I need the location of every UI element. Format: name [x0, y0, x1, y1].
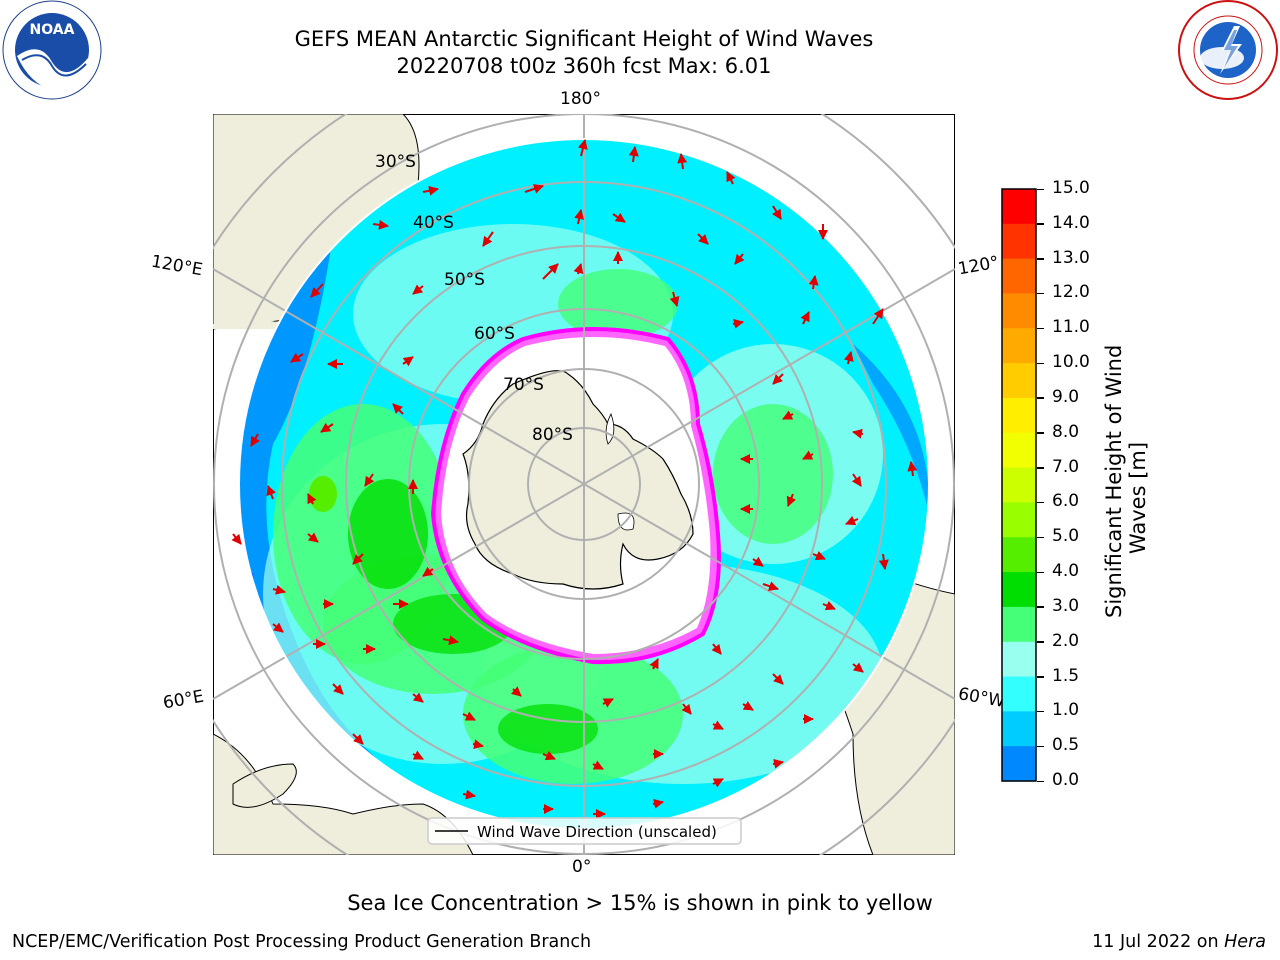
colorbar-tick-label: 8.0 — [1052, 421, 1080, 442]
colorbar-tick-label: 0.0 — [1052, 770, 1080, 790]
colorbar-tick-label: 10.0 — [1052, 352, 1090, 373]
colorbar-tick-mark — [1037, 223, 1044, 225]
label-60e: 60°E — [161, 686, 206, 714]
colorbar-segment — [1002, 711, 1036, 747]
colorbar-tick-mark — [1037, 641, 1044, 643]
label-70s: 70°S — [503, 375, 544, 395]
colorbar-tick-label: 7.0 — [1052, 456, 1080, 477]
colorbar-tick-label: 1.0 — [1052, 700, 1080, 721]
colorbar-tick-label: 4.0 — [1052, 561, 1080, 582]
sea-ice-note: Sea Ice Concentration > 15% is shown in … — [347, 891, 933, 915]
colorbar-tick-label: 0.5 — [1052, 735, 1080, 756]
footer-date: 11 Jul 2022 on Hera — [1092, 932, 1266, 952]
colorbar-tick-mark — [1037, 745, 1044, 748]
colorbar-segment — [1002, 189, 1036, 225]
colorbar-tick-mark — [1037, 467, 1044, 469]
colorbar-segment — [1002, 641, 1036, 678]
colorbar-tick-mark — [1037, 710, 1044, 713]
colorbar-segment — [1002, 606, 1036, 643]
colorbar-segment — [1002, 467, 1036, 504]
colorbar-tick-mark — [1037, 432, 1044, 434]
colorbar-segment — [1002, 746, 1036, 782]
colorbar-segment — [1002, 293, 1036, 329]
colorbar-tick-label: 12.0 — [1052, 282, 1090, 303]
graticule — [213, 114, 955, 855]
map-legend: Wind Wave Direction (unscaled) — [427, 817, 742, 845]
colorbar-tick-mark — [1037, 606, 1044, 608]
colorbar-segment — [1002, 258, 1036, 295]
polar-wave-map: Wind Wave Direction (unscaled) — [213, 114, 955, 855]
label-30s: 30°S — [375, 152, 416, 172]
colorbar-segment — [1002, 676, 1036, 712]
colorbar-tick-mark — [1037, 292, 1044, 295]
colorbar-tick-label: 1.5 — [1052, 665, 1080, 686]
label-60s: 60°S — [474, 324, 515, 344]
colorbar-tick-label: 5.0 — [1052, 526, 1080, 547]
label-40s: 40°S — [413, 213, 454, 233]
colorbar-tick-label: 2.0 — [1052, 630, 1080, 651]
colorbar-tick-mark — [1037, 571, 1044, 574]
label-50s: 50°S — [444, 270, 485, 290]
colorbar-tick-mark — [1037, 327, 1044, 330]
colorbar-tick-label: 9.0 — [1052, 386, 1080, 407]
colorbar-segment — [1002, 363, 1036, 399]
map-title: GEFS MEAN Antarctic Significant Height o… — [294, 27, 874, 51]
colorbar-title-line1: Significant Height of Wind — [1102, 344, 1126, 618]
label-80s: 80°S — [532, 425, 573, 445]
colorbar-title: Significant Height of Wind Waves [m] — [1102, 344, 1150, 618]
colorbar-tick-label: 13.0 — [1052, 247, 1090, 268]
colorbar-segment — [1002, 572, 1036, 608]
colorbar-tick-mark — [1037, 501, 1044, 504]
colorbar-tick-mark — [1037, 397, 1044, 399]
label-0: 0° — [572, 857, 592, 877]
colorbar-tick-mark — [1037, 362, 1044, 365]
colorbar-title-line2: Waves [m] — [1126, 441, 1150, 555]
colorbar-tick-label: 15.0 — [1052, 178, 1090, 198]
colorbar — [1001, 188, 1037, 782]
colorbar-segment — [1002, 537, 1036, 573]
label-120e: 120°E — [149, 251, 205, 281]
colorbar-tick-mark — [1037, 536, 1044, 539]
noaa-logo-icon: NOAA — [2, 0, 102, 100]
colorbar-tick-label: 6.0 — [1052, 491, 1080, 512]
nws-logo-icon — [1178, 0, 1278, 100]
colorbar-segment — [1002, 328, 1036, 364]
footer-credit: NCEP/EMC/Verification Post Processing Pr… — [12, 932, 592, 952]
wind-wave-arrows — [231, 139, 918, 819]
colorbar-segment — [1002, 223, 1036, 260]
colorbar-tick-mark — [1037, 676, 1044, 678]
colorbar-tick-mark — [1037, 258, 1044, 260]
colorbar-segment — [1002, 432, 1036, 469]
footer-host: Hera — [1224, 932, 1266, 952]
footer-date-text: 11 Jul 2022 on — [1092, 932, 1225, 952]
colorbar-tick-label: 3.0 — [1052, 595, 1080, 616]
legend-label: Wind Wave Direction (unscaled) — [477, 823, 717, 841]
map-subtitle: 20220708 t00z 360h fcst Max: 6.01 — [396, 54, 772, 78]
label-60w: 60°W — [956, 684, 1007, 712]
colorbar-segment — [1002, 502, 1036, 538]
label-120w: 120° — [956, 252, 1001, 280]
colorbar-segment — [1002, 397, 1036, 434]
label-180: 180° — [560, 89, 601, 109]
colorbar-tick-label: 11.0 — [1052, 317, 1090, 338]
colorbar-tick-mark — [1037, 188, 1044, 190]
colorbar-tick-label: 14.0 — [1052, 212, 1090, 233]
svg-text:NOAA: NOAA — [30, 22, 75, 38]
colorbar-tick-mark — [1037, 780, 1044, 782]
